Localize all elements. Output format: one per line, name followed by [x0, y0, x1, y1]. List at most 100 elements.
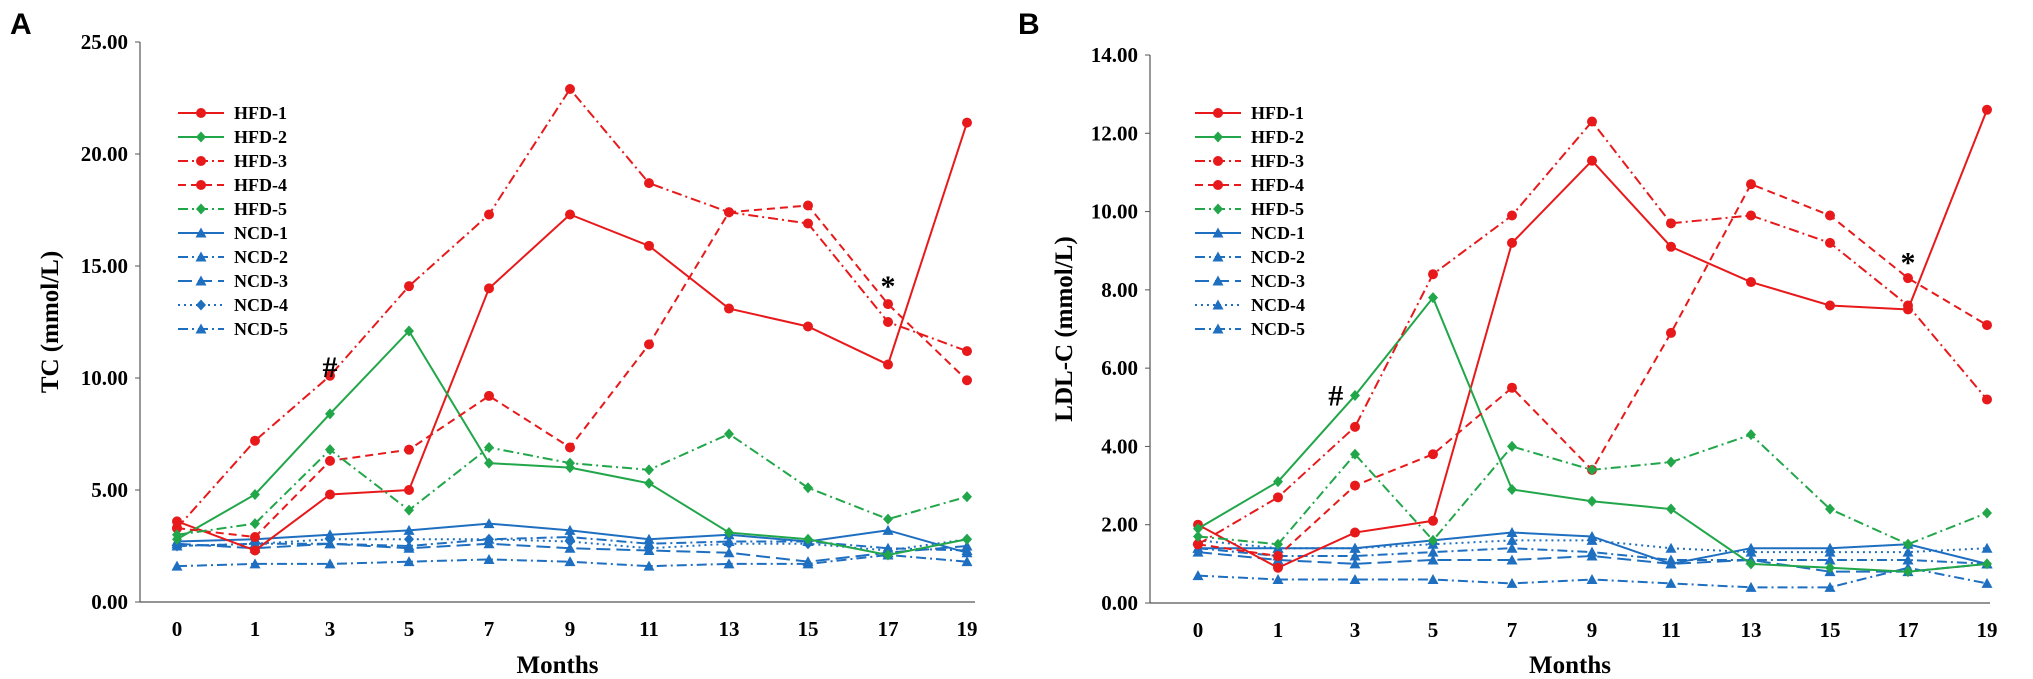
data-point-ncd-5	[564, 556, 576, 567]
data-point-hfd-3	[883, 317, 893, 327]
data-point-ncd-5	[1192, 570, 1204, 581]
data-point-hfd-2	[1903, 566, 1913, 578]
data-point-hfd-1	[1982, 104, 1992, 115]
data-point-hfd-2	[404, 325, 414, 337]
data-point-hfd-3	[250, 435, 260, 446]
legend-marker	[196, 203, 206, 215]
data-point-hfd-4	[325, 455, 335, 466]
data-point-hfd-4	[1273, 551, 1283, 562]
series-line-hfd-3	[1197, 119, 1988, 546]
data-point-hfd-3	[1825, 237, 1835, 248]
data-point-ncd-2	[1824, 554, 1836, 565]
data-point-ncd-4	[724, 538, 734, 550]
legend-marker	[1213, 108, 1223, 118]
data-point-hfd-5	[1193, 530, 1203, 542]
data-point-hfd-3	[565, 84, 575, 95]
data-point-ncd-4	[325, 533, 335, 545]
x-tick-label: 7	[484, 617, 495, 641]
data-point-ncd-1	[564, 524, 576, 535]
data-point-ncd-3	[1586, 550, 1598, 561]
data-point-ncd-4	[404, 533, 414, 545]
data-point-ncd-3	[723, 547, 735, 558]
legend-marker	[196, 156, 206, 166]
data-point-ncd-4	[1745, 546, 1757, 557]
legend-entry-label: HFD-2	[1251, 127, 1304, 147]
x-tick-label: 13	[1741, 618, 1762, 642]
series-hfd-1	[1193, 104, 1992, 573]
data-point-hfd-3	[1507, 210, 1517, 221]
data-point-hfd-3	[1982, 394, 1992, 405]
data-point-hfd-5	[1903, 538, 1913, 550]
data-point-ncd-3	[1665, 558, 1677, 569]
x-tick-label: 1	[250, 617, 261, 641]
data-point-hfd-3	[404, 281, 414, 292]
legend-marker	[195, 275, 207, 286]
annotation-marker: *	[1901, 246, 1916, 279]
data-point-hfd-2	[1507, 483, 1517, 495]
data-point-ncd-5	[643, 560, 655, 571]
data-point-hfd-2	[883, 549, 893, 561]
legend-marker	[195, 227, 207, 238]
data-point-ncd-5	[961, 556, 973, 567]
data-point-ncd-1	[882, 524, 894, 535]
data-point-ncd-5	[1349, 574, 1361, 585]
data-point-hfd-4	[644, 339, 654, 350]
data-point-hfd-5	[644, 464, 654, 476]
x-tick-label: 0	[1193, 618, 1204, 642]
data-point-hfd-5	[1273, 538, 1283, 550]
data-point-hfd-3	[1903, 300, 1913, 311]
panel-a-label: A	[10, 8, 32, 41]
data-point-hfd-2	[644, 477, 654, 489]
legend-entry-label: HFD-1	[1251, 103, 1304, 123]
series-hfd-2	[1193, 292, 1992, 578]
data-point-hfd-4	[250, 532, 260, 543]
x-tick-label: 11	[1661, 618, 1681, 642]
data-point-hfd-1	[565, 209, 575, 220]
data-point-ncd-5	[171, 560, 183, 571]
legend-marker	[195, 251, 207, 262]
y-tick-label: 14.00	[1091, 43, 1138, 67]
legend-entry-label: HFD-4	[1251, 175, 1304, 195]
y-tick-label: 5.00	[91, 478, 128, 502]
legend-entry-label: HFD-1	[234, 103, 287, 123]
data-point-hfd-1	[250, 545, 260, 556]
data-point-hfd-1	[1507, 237, 1517, 248]
legend-entry-label: HFD-3	[234, 151, 287, 171]
x-tick-label: 7	[1507, 618, 1518, 642]
data-point-ncd-4	[644, 542, 654, 554]
data-point-ncd-4	[1902, 546, 1914, 557]
x-tick-label: 0	[172, 617, 183, 641]
data-point-ncd-5	[1665, 577, 1677, 588]
data-point-hfd-3	[1666, 218, 1676, 229]
data-point-hfd-5	[883, 513, 893, 525]
y-tick-label: 6.00	[1101, 356, 1138, 380]
x-tick-label: 3	[325, 617, 336, 641]
legend-entry-label: NCD-3	[1251, 271, 1305, 291]
data-point-hfd-3	[803, 218, 813, 229]
y-tick-label: 4.00	[1101, 434, 1138, 458]
data-point-hfd-1	[644, 240, 654, 251]
data-point-hfd-2	[250, 488, 260, 500]
data-point-hfd-5	[404, 504, 414, 516]
legend-entry-label: NCD-5	[234, 319, 288, 339]
data-point-ncd-5	[1745, 581, 1757, 592]
data-point-hfd-4	[1350, 480, 1360, 491]
data-point-ncd-4	[565, 536, 575, 548]
series-line-hfd-1	[176, 122, 968, 552]
legend-marker	[1213, 180, 1223, 190]
data-point-hfd-4	[1193, 539, 1203, 550]
data-point-hfd-1	[883, 359, 893, 370]
x-axis-title: Months	[517, 652, 599, 679]
data-point-hfd-5	[724, 428, 734, 440]
data-point-ncd-5	[1427, 574, 1439, 585]
data-point-hfd-5	[325, 444, 335, 456]
y-tick-label: 25.00	[81, 30, 128, 54]
data-point-ncd-1	[483, 518, 495, 529]
data-point-hfd-1	[1428, 515, 1438, 526]
data-point-ncd-4	[1506, 534, 1518, 545]
data-point-hfd-2	[962, 533, 972, 545]
data-point-hfd-3	[484, 209, 494, 220]
data-point-ncd-5	[1586, 574, 1598, 585]
data-point-ncd-5	[249, 558, 261, 569]
